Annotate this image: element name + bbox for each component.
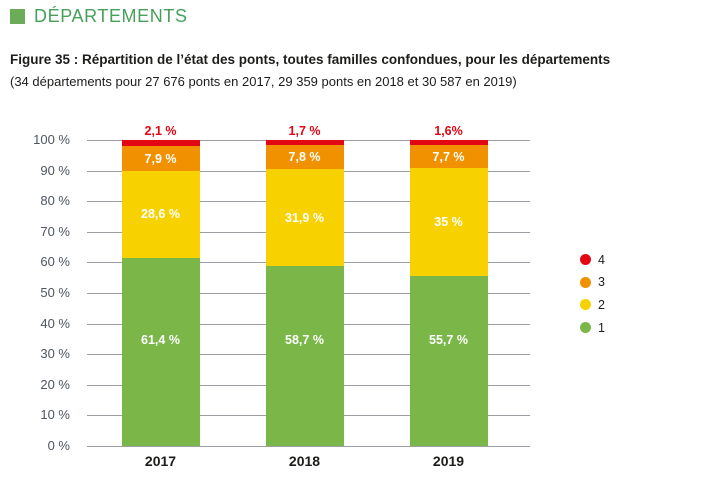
bar-2017-value-label-1: 61,4 % (141, 333, 180, 347)
x-axis-label-2019: 2019 (432, 453, 465, 469)
y-axis-tick-label: 40 % (40, 315, 70, 331)
bar-2019-segment-4 (409, 140, 488, 145)
bar-2017-segment-3 (121, 146, 200, 171)
bar-2019-value-label-2: 35 % (434, 215, 463, 229)
legend-dot-3 (580, 276, 591, 288)
bar-2018-value-label-2: 31,9 % (285, 210, 324, 225)
bar-2018-segment-1 (265, 266, 344, 446)
bar-2019-value-label-4: 1,6% (434, 124, 463, 138)
bar-2017-segment-4 (121, 140, 200, 147)
bar-2019-value-label-3: 7,7 % (432, 149, 465, 164)
bar-2018-value-label-4: 1,7 % (288, 124, 321, 138)
y-axis-tick-label: 90 % (40, 162, 70, 178)
bar-2019-segment-2 (409, 168, 488, 276)
y-axis-tick-label: 100 % (33, 132, 70, 147)
section-title: DÉPARTEMENTS (34, 6, 188, 26)
bar-2017-segment-2 (121, 170, 200, 259)
legend-item-1: 1 (580, 316, 605, 339)
legend-label-1: 1 (598, 320, 605, 335)
bar-2018-value-label-1: 58,7 % (285, 333, 324, 347)
bar-2019-segment-1 (409, 275, 488, 446)
legend-label-4: 4 (598, 252, 605, 267)
legend-dot-1 (580, 322, 591, 334)
gridline (87, 446, 530, 447)
x-axis-label-2017: 2017 (144, 453, 177, 469)
x-axis-label-2018: 2018 (288, 453, 321, 469)
legend-dot-2 (580, 299, 591, 311)
bar-2018-value-label-3: 7,8 % (288, 149, 321, 164)
section-bullet-square-icon (10, 9, 25, 24)
section-header: DÉPARTEMENTS (10, 6, 188, 27)
y-axis-tick-label: 10 % (40, 407, 70, 423)
bar-2018-segment-4 (265, 139, 344, 145)
figure-title: Figure 35 : Répartition de l’état des po… (10, 52, 611, 67)
y-axis-tick-label: 0 % (47, 438, 70, 453)
bar-2019-segment-3 (409, 144, 488, 169)
bar-2017-segment-1 (121, 258, 200, 446)
bar-2018-segment-2 (265, 168, 344, 267)
y-axis-tick-label: 50 % (40, 285, 70, 300)
legend-item-4: 4 (580, 248, 605, 271)
bar-2017-value-label-3: 7,9 % (144, 151, 177, 166)
legend-item-3: 3 (580, 271, 605, 294)
legend-label-2: 2 (598, 297, 605, 312)
legend-item-2: 2 (580, 293, 605, 316)
y-axis-tick-label: 60 % (40, 254, 70, 270)
y-axis-tick-label: 70 % (40, 223, 70, 239)
legend-label-3: 3 (598, 275, 605, 290)
bar-2019-value-label-1: 55,7 % (429, 333, 468, 347)
bar-2018-segment-3 (265, 144, 344, 169)
bar-2017-value-label-4: 2,1 % (144, 124, 177, 138)
y-axis-tick-label: 20 % (40, 376, 70, 392)
legend-dot-4 (580, 254, 591, 265)
figure-subtitle: (34 départements pour 27 676 ponts en 20… (10, 74, 517, 89)
y-axis-tick-label: 30 % (40, 346, 70, 362)
bar-2017-value-label-2: 28,6 % (141, 207, 180, 222)
y-axis-tick-label: 80 % (40, 193, 70, 209)
